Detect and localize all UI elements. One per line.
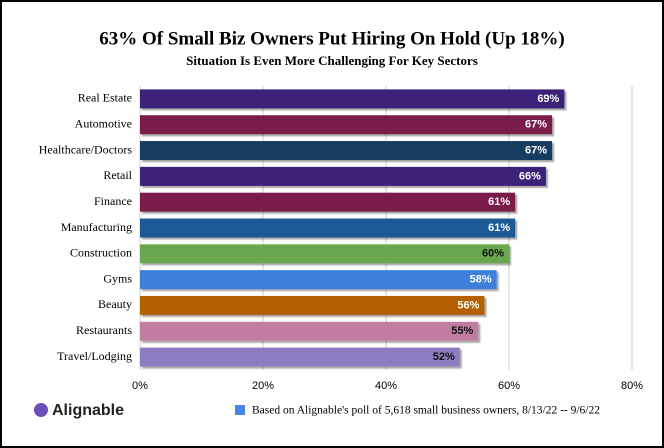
bar	[140, 347, 460, 367]
y-tick-label: Real Estate	[78, 91, 132, 105]
chart-subtitle: Situation Is Even More Challenging For K…	[186, 53, 478, 68]
y-tick-label: Travel/Lodging	[57, 349, 132, 363]
value-label: 60%	[482, 248, 504, 260]
y-tick-label: Beauty	[98, 297, 132, 311]
y-tick-label: Finance	[94, 194, 132, 208]
bar	[140, 141, 553, 161]
y-tick-label: Construction	[70, 246, 132, 260]
bar	[140, 89, 565, 109]
value-label: 66%	[519, 170, 541, 182]
x-tick-label: 40%	[375, 380, 397, 392]
y-tick-label: Automotive	[75, 116, 132, 130]
bar	[140, 244, 509, 264]
bar	[140, 270, 497, 290]
logo-icon	[34, 403, 48, 417]
value-label: 69%	[537, 93, 559, 105]
bar	[140, 321, 479, 341]
bar	[140, 115, 553, 135]
y-tick-label: Retail	[103, 168, 132, 182]
y-tick-label: Restaurants	[76, 323, 132, 337]
logo-text: Alignable	[52, 402, 124, 419]
x-tick-label: 20%	[252, 380, 274, 392]
value-label: 56%	[457, 299, 479, 311]
value-label: 58%	[470, 274, 492, 286]
value-label: 52%	[433, 351, 455, 363]
x-tick-label: 80%	[621, 380, 643, 392]
logo: Alignable	[34, 402, 124, 419]
bar	[140, 218, 516, 238]
bar	[140, 192, 516, 212]
value-label: 55%	[451, 325, 473, 337]
value-label: 61%	[488, 222, 510, 234]
bar	[140, 295, 485, 315]
bar	[140, 166, 546, 186]
legend-label: Based on Alignable's poll of 5,618 small…	[252, 405, 600, 417]
y-tick-label: Manufacturing	[61, 220, 132, 234]
value-label: 67%	[525, 119, 547, 131]
y-tick-label: Gyms	[103, 271, 132, 285]
chart-title: 63% Of Small Biz Owners Put Hiring On Ho…	[99, 28, 565, 49]
x-tick-label: 60%	[498, 380, 520, 392]
y-tick-label: Healthcare/Doctors	[39, 142, 133, 156]
legend-swatch	[235, 405, 245, 415]
value-label: 61%	[488, 196, 510, 208]
value-label: 67%	[525, 144, 547, 156]
x-tick-label: 0%	[132, 380, 148, 392]
